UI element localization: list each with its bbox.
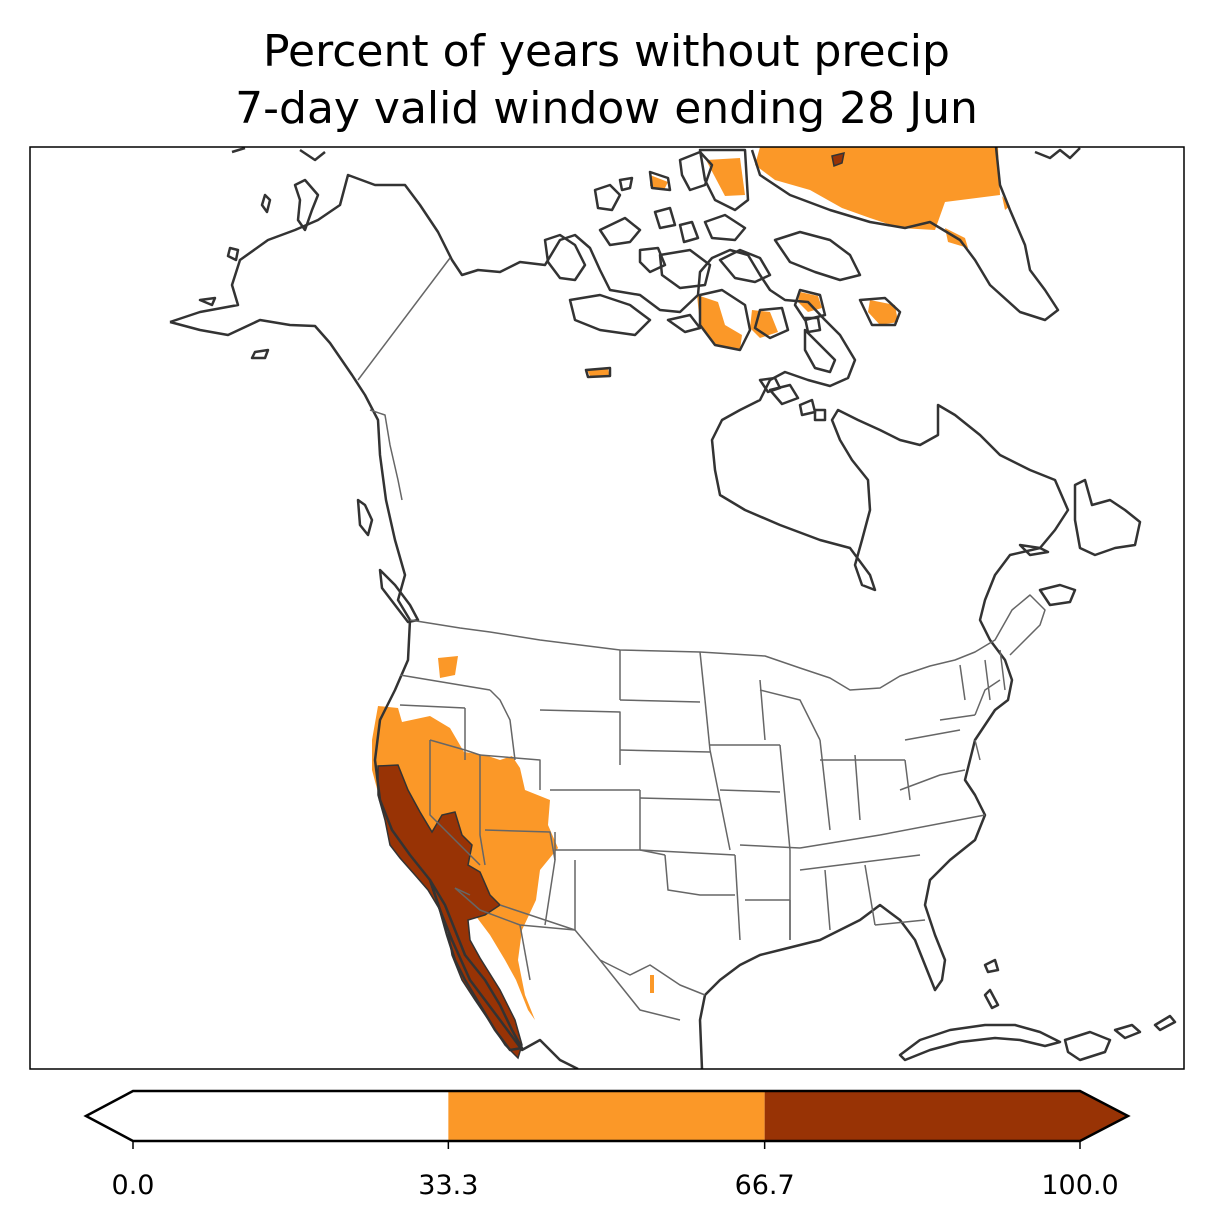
colorbar-extend-under — [86, 1091, 133, 1141]
colorbar-bin-0 — [133, 1091, 449, 1141]
colorbar-bin-1 — [448, 1091, 765, 1141]
colorbar-tick-label-1: 33.3 — [418, 1170, 478, 1201]
precip-fill-high — [377, 151, 845, 1060]
title-line-1: Percent of years without precip — [263, 26, 950, 77]
colorbar-tick-label-2: 66.7 — [735, 1170, 795, 1201]
colorbar-tick-label-0: 0.0 — [112, 1170, 155, 1201]
colorbar-extend-over — [1080, 1091, 1128, 1141]
coastlines — [169, 147, 1177, 1069]
colorbar-tick-label-3: 100.0 — [1041, 1170, 1118, 1201]
colorbar-bin-2 — [764, 1091, 1080, 1141]
map-background — [30, 147, 1184, 1069]
state-borders — [357, 257, 1046, 1021]
title-line-2: 7-day valid window ending 28 Jun — [235, 83, 978, 134]
map-frame — [29, 146, 1185, 1070]
